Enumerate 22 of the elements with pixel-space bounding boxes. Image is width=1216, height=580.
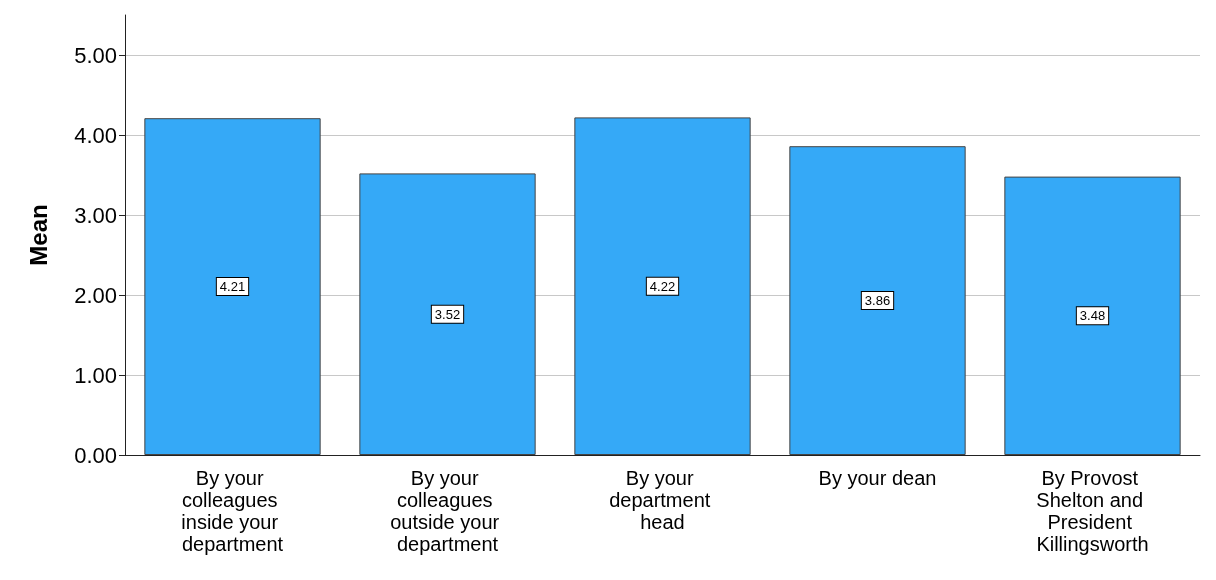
data-label: 3.48 [1079, 308, 1106, 324]
bar [359, 173, 536, 455]
x-tick-label: By your department head [609, 467, 716, 533]
x-tick-label: By your colleagues outside your department [390, 467, 505, 555]
y-tick-label: 2.00 [74, 282, 117, 308]
y-tick-label: 0.00 [74, 442, 117, 468]
x-tick-label: By your colleagues inside your department [181, 467, 284, 555]
data-label: 3.52 [434, 306, 461, 322]
data-label: 4.21 [219, 279, 246, 295]
data-label: 3.86 [864, 293, 891, 309]
y-tick-label: 1.00 [74, 362, 117, 388]
y-tick-label: 5.00 [74, 42, 117, 68]
data-label: 4.22 [649, 278, 676, 294]
bar [1004, 176, 1181, 455]
y-tick-label: 3.00 [74, 202, 117, 228]
x-tick-label: By Provost Shelton and President Killingsworth [1036, 467, 1149, 555]
bar [144, 118, 321, 455]
x-tick-label: By your dean [818, 467, 937, 489]
y-axis-title: Mean [24, 204, 52, 266]
bar [789, 146, 966, 455]
y-tick-label: 4.00 [74, 122, 117, 148]
bar [574, 117, 751, 455]
